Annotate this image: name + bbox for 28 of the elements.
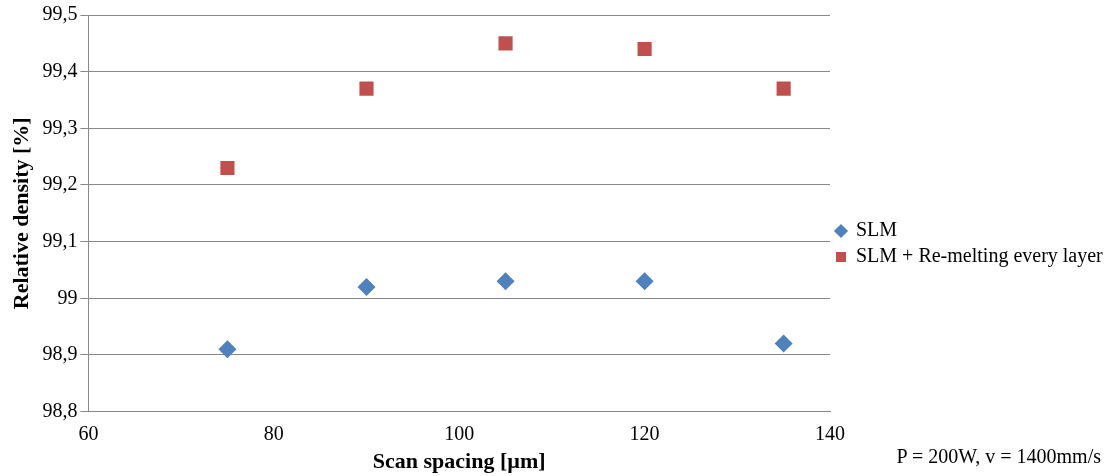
point [635,272,654,291]
point [220,160,235,176]
point [776,81,791,96]
x-tick-label: 100 [444,421,475,444]
y-tick-label: 99,4 [42,58,78,81]
x-axis-title: Scan spacing [µm] [372,448,546,474]
x-tick-label: 140 [815,421,845,444]
legend-label: SLM + Re-melting every layer [856,244,1104,268]
x-tick-label: 120 [629,421,660,444]
y-tick-label: 99,1 [42,228,78,251]
point [218,340,237,359]
y-tick-label: 98,8 [42,398,78,421]
legend-label: SLM [856,218,898,241]
point [774,334,793,353]
x-tick-label: 80 [263,421,284,444]
point [498,36,513,51]
y-tick-label: 98,9 [42,342,78,365]
y-tick-label: 99 [57,285,78,308]
y-tick-label: 99,2 [42,172,78,195]
point [496,272,515,291]
y-tick-label: 99,3 [42,115,78,138]
y-tick-label: 99,5 [42,2,78,25]
y-axis-title: Relative density [%] [7,117,33,310]
text: P = 200W, v = 1400mm/s [896,445,1101,468]
x-tick-label: 60 [78,421,99,444]
point [359,81,374,96]
point [357,277,376,296]
point [637,41,652,57]
